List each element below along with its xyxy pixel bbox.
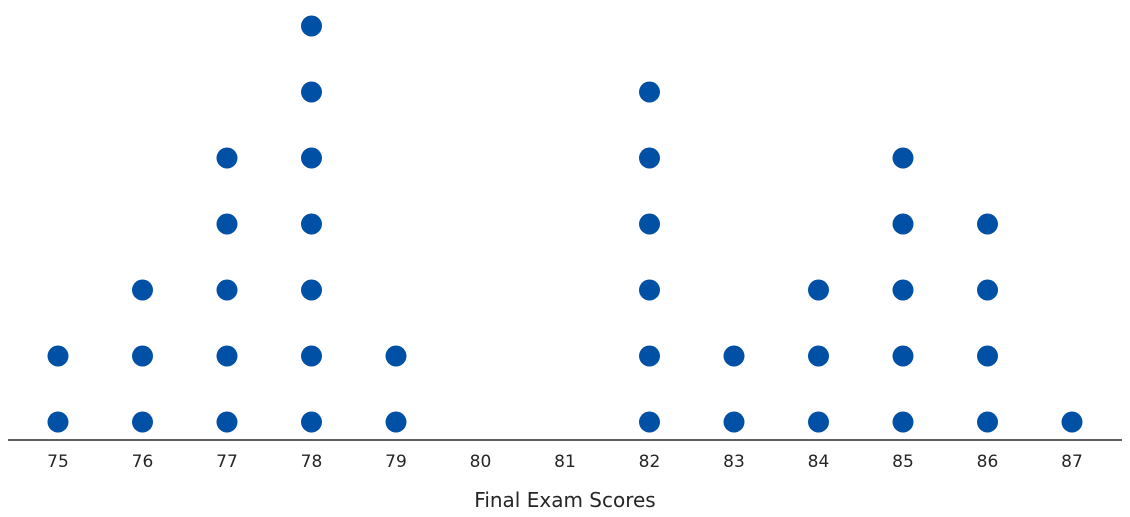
- dot-87-1: [1061, 411, 1083, 433]
- dot-75-2: [47, 345, 69, 367]
- x-tick-label: 82: [639, 452, 661, 472]
- x-tick-label: 84: [808, 452, 830, 472]
- dot-77-5: [216, 147, 238, 169]
- x-tick-label: 75: [47, 452, 69, 472]
- dot-86-2: [977, 345, 998, 367]
- dot-78-5: [301, 147, 322, 169]
- dot-77-1: [216, 411, 238, 433]
- x-tick-label: 81: [554, 452, 576, 472]
- dot-75-1: [47, 411, 69, 433]
- x-tick-label: 76: [132, 452, 154, 472]
- x-tick-label: 83: [723, 452, 745, 472]
- x-axis-title: Final Exam Scores: [474, 488, 655, 512]
- dot-78-7: [301, 15, 322, 37]
- x-tick-label: 77: [216, 452, 238, 472]
- dot-78-3: [301, 279, 322, 301]
- dot-78-2: [301, 345, 322, 367]
- dot-85-1: [892, 411, 914, 433]
- dot-76-2: [132, 345, 153, 367]
- dot-85-5: [892, 147, 914, 169]
- dot-85-3: [892, 279, 914, 301]
- dot-79-2: [385, 345, 407, 367]
- dot-78-4: [301, 213, 322, 235]
- x-tick-label: 78: [301, 452, 323, 472]
- dot-82-2: [639, 345, 660, 367]
- dot-82-3: [639, 279, 660, 301]
- dot-82-5: [639, 147, 660, 169]
- dot-84-3: [808, 279, 829, 301]
- dots-layer: [47, 15, 1083, 433]
- dot-79-1: [385, 411, 407, 433]
- dot-86-1: [977, 411, 998, 433]
- x-tick-label: 79: [385, 452, 407, 472]
- dot-77-2: [216, 345, 238, 367]
- dot-82-6: [639, 81, 660, 103]
- dot-82-4: [639, 213, 660, 235]
- dot-86-4: [977, 213, 998, 235]
- x-ticks: 75 76 77 78 79 80 81 82 83 84 85 86 87: [47, 452, 1083, 472]
- dot-84-1: [808, 411, 829, 433]
- dot-84-2: [808, 345, 829, 367]
- dot-83-1: [723, 411, 745, 433]
- dot-82-1: [639, 411, 660, 433]
- dot-77-3: [216, 279, 238, 301]
- dot-78-1: [301, 411, 322, 433]
- dot-76-3: [132, 279, 153, 301]
- x-tick-label: 80: [470, 452, 492, 472]
- dot-77-4: [216, 213, 238, 235]
- dot-78-6: [301, 81, 322, 103]
- dot-76-1: [132, 411, 153, 433]
- dot-85-4: [892, 213, 914, 235]
- dot-86-3: [977, 279, 998, 301]
- x-tick-label: 87: [1061, 452, 1083, 472]
- x-tick-label: 85: [892, 452, 914, 472]
- dot-85-2: [892, 345, 914, 367]
- dot-83-2: [723, 345, 745, 367]
- x-tick-label: 86: [977, 452, 999, 472]
